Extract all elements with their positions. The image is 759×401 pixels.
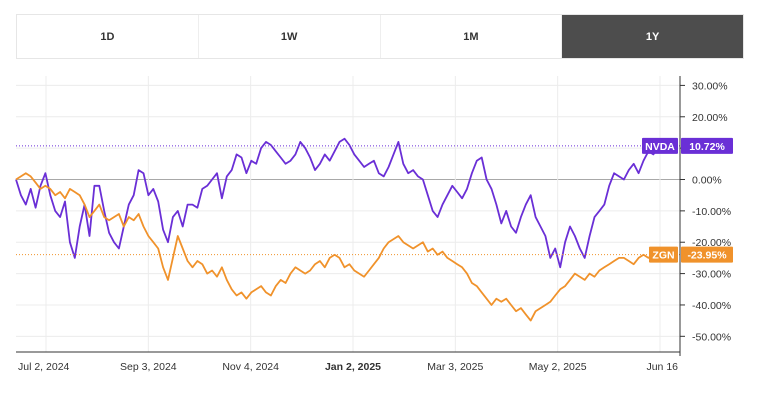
tab-1y[interactable]: 1Y: [562, 15, 743, 58]
zgn-name-badge: [649, 246, 678, 263]
y-tick-label: -30.00%: [692, 269, 731, 281]
y-tick-label: 20.00%: [692, 112, 728, 124]
y-tick-label: 0.00%: [692, 175, 722, 187]
tab-1w[interactable]: 1W: [198, 15, 381, 58]
x-tick-label: Sep 3, 2024: [120, 361, 177, 373]
nvda-name-badge: [642, 137, 678, 154]
nvda-line: [15, 137, 669, 269]
nvda-value-badge: [681, 137, 733, 154]
timeframe-tabs: 1D 1W 1M 1Y: [16, 14, 744, 59]
nvda-value-label: 10.72%: [689, 141, 725, 153]
y-tick-label: -10.00%: [692, 206, 731, 218]
x-tick-label: Mar 3, 2025: [427, 361, 483, 373]
x-tick-label: May 2, 2025: [529, 361, 587, 373]
tab-1d[interactable]: 1D: [17, 15, 199, 58]
nvda-name-label: NVDA: [645, 141, 675, 153]
zgn-line: [15, 172, 669, 322]
y-tick-label: 30.00%: [692, 80, 728, 92]
zgn-value-badge: [681, 246, 733, 263]
zgn-value-label: -23.95%: [687, 250, 727, 262]
tab-1m[interactable]: 1M: [380, 15, 563, 58]
x-tick-label: Nov 4, 2024: [222, 361, 279, 373]
x-tick-label: Jul 2, 2024: [18, 361, 70, 373]
y-tick-label: -40.00%: [692, 300, 731, 312]
x-tick-label: Jan 2, 2025: [325, 361, 381, 373]
zgn-name-label: ZGN: [652, 250, 674, 262]
x-tick-label: Jun 16: [646, 361, 678, 373]
y-tick-label: -20.00%: [692, 237, 731, 249]
y-tick-label: -50.00%: [692, 331, 731, 343]
